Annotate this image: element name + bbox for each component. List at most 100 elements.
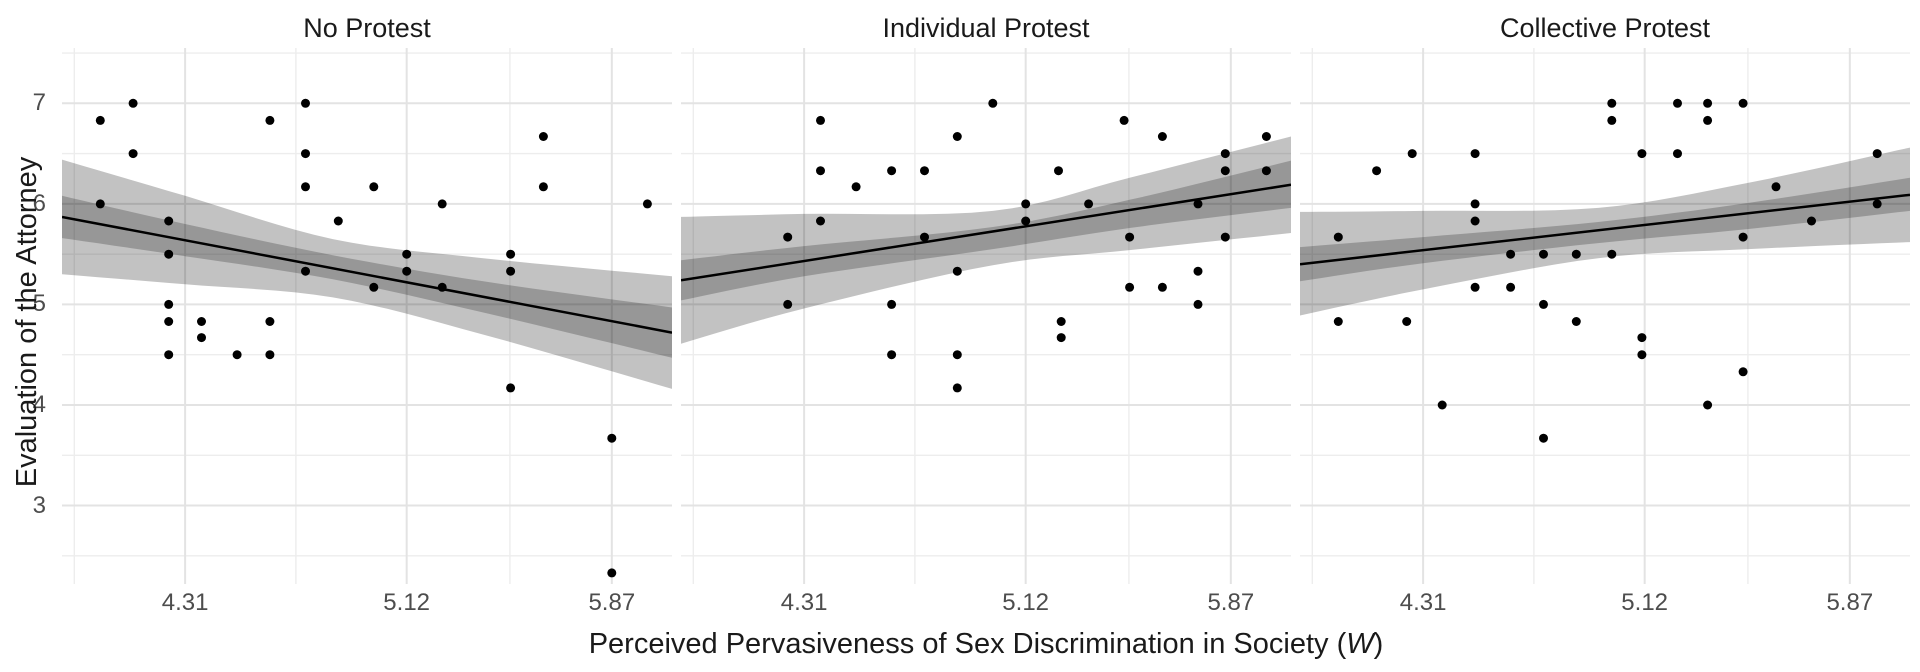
data-point bbox=[265, 317, 275, 326]
data-point bbox=[1054, 166, 1063, 176]
data-point bbox=[95, 199, 105, 209]
data-point bbox=[1703, 115, 1713, 125]
data-point bbox=[816, 115, 825, 125]
x-tick-label: 4.31 bbox=[781, 589, 828, 616]
data-point bbox=[1673, 149, 1682, 159]
data-point bbox=[1506, 282, 1516, 292]
data-point bbox=[1607, 249, 1617, 259]
x-tick-label: 5.87 bbox=[1207, 589, 1254, 616]
data-point bbox=[887, 350, 897, 360]
data-point bbox=[164, 299, 174, 309]
data-point bbox=[197, 333, 206, 343]
data-point bbox=[783, 299, 793, 309]
regression-line bbox=[681, 183, 1291, 282]
data-point bbox=[887, 166, 897, 176]
data-point bbox=[1872, 199, 1882, 209]
facet-strip-no-protest: No Protest bbox=[62, 12, 672, 44]
data-point bbox=[1119, 115, 1129, 125]
data-point bbox=[301, 149, 310, 159]
data-point bbox=[402, 249, 412, 259]
outer-ci-band bbox=[681, 136, 1291, 344]
data-point bbox=[1125, 282, 1135, 292]
y-tick-label: 3 bbox=[32, 491, 46, 519]
facet-panel-individual-protest: 4.31 5.12 5.87 bbox=[681, 48, 1291, 616]
x-axis-title: Perceived Pervasiveness of Sex Discrimin… bbox=[588, 628, 1384, 660]
regression-line bbox=[62, 215, 672, 334]
data-point bbox=[506, 266, 516, 276]
data-point bbox=[1506, 249, 1516, 259]
data-point bbox=[1021, 199, 1031, 209]
facet-panel-no-protest: 4.31 5.12 5.87 bbox=[62, 48, 672, 616]
data-point bbox=[538, 132, 548, 141]
data-point bbox=[1333, 232, 1343, 242]
data-point bbox=[988, 98, 998, 108]
data-point bbox=[1637, 333, 1647, 343]
data-point bbox=[164, 216, 174, 226]
data-point bbox=[1056, 333, 1066, 343]
data-point bbox=[1261, 132, 1271, 141]
data-point bbox=[1637, 350, 1647, 360]
y-tick-label: 6 bbox=[32, 189, 46, 217]
data-point bbox=[887, 299, 897, 309]
data-point bbox=[369, 282, 379, 292]
data-point bbox=[1407, 149, 1417, 159]
data-point bbox=[437, 199, 447, 209]
y-tick-label: 5 bbox=[32, 290, 46, 318]
data-point bbox=[301, 182, 310, 192]
data-point bbox=[538, 182, 548, 192]
data-point bbox=[642, 199, 652, 209]
data-point bbox=[920, 166, 929, 176]
x-tick-label: 5.87 bbox=[1826, 589, 1873, 616]
data-point bbox=[607, 568, 617, 578]
regression-line bbox=[1300, 193, 1910, 266]
data-point bbox=[301, 98, 310, 108]
data-point bbox=[369, 182, 379, 192]
x-tick-label: 5.12 bbox=[383, 589, 430, 616]
facet-strip-label: Collective Protest bbox=[1499, 13, 1711, 43]
x-axis-title-variable: W bbox=[1346, 628, 1374, 660]
y-axis-title: Evaluation of the Attorney bbox=[11, 156, 43, 488]
data-point bbox=[1372, 166, 1382, 176]
data-point bbox=[232, 350, 242, 360]
x-tick-label: 5.12 bbox=[1002, 589, 1049, 616]
data-point bbox=[1157, 132, 1167, 141]
facet-strip-label: No Protest bbox=[303, 13, 431, 43]
data-point bbox=[128, 149, 138, 159]
y-tick-label: 4 bbox=[32, 390, 46, 418]
x-tick-label: 4.31 bbox=[1400, 589, 1447, 616]
data-point bbox=[164, 249, 174, 259]
data-point bbox=[1157, 282, 1167, 292]
inner-ci-band bbox=[681, 160, 1291, 301]
data-point bbox=[1807, 216, 1816, 226]
data-point bbox=[1539, 433, 1548, 443]
data-point bbox=[1738, 367, 1748, 377]
data-point bbox=[95, 115, 105, 125]
data-point bbox=[783, 232, 793, 242]
data-point bbox=[265, 350, 275, 360]
data-point bbox=[952, 132, 962, 141]
data-point bbox=[1261, 166, 1271, 176]
inner-ci-band bbox=[62, 195, 672, 358]
data-point bbox=[1437, 400, 1447, 410]
x-tick-label: 4.31 bbox=[162, 589, 209, 616]
data-point bbox=[1056, 317, 1066, 326]
data-point bbox=[1673, 98, 1682, 108]
x-tick-label: 5.12 bbox=[1621, 589, 1668, 616]
data-point bbox=[1021, 216, 1031, 226]
data-point bbox=[1470, 216, 1480, 226]
data-point bbox=[1539, 249, 1548, 259]
data-point bbox=[1193, 299, 1203, 309]
data-point bbox=[197, 317, 206, 326]
data-point bbox=[920, 232, 929, 242]
data-point bbox=[1470, 149, 1480, 159]
data-point bbox=[1571, 317, 1581, 326]
data-point bbox=[1125, 232, 1135, 242]
data-point bbox=[1402, 317, 1412, 326]
x-tick-label: 5.87 bbox=[588, 589, 635, 616]
data-point bbox=[952, 350, 962, 360]
data-point bbox=[851, 182, 861, 192]
data-point bbox=[402, 266, 412, 276]
facet-strip-individual-protest: Individual Protest bbox=[681, 12, 1291, 44]
data-point bbox=[1193, 199, 1203, 209]
